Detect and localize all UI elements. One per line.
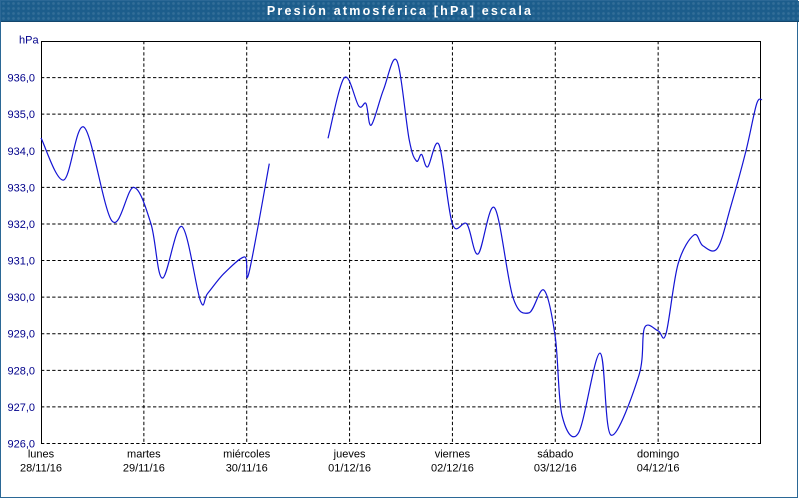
svg-text:930,0: 930,0 bbox=[7, 292, 35, 304]
svg-text:02/12/16: 02/12/16 bbox=[431, 463, 474, 475]
svg-text:jueves: jueves bbox=[333, 449, 366, 461]
svg-text:929,0: 929,0 bbox=[7, 329, 35, 341]
svg-text:domingo: domingo bbox=[637, 449, 679, 461]
svg-text:29/11/16: 29/11/16 bbox=[123, 463, 165, 475]
svg-text:03/12/16: 03/12/16 bbox=[534, 463, 577, 475]
svg-text:934,0: 934,0 bbox=[7, 146, 35, 158]
svg-text:hPa: hPa bbox=[19, 35, 39, 47]
svg-text:928,0: 928,0 bbox=[7, 365, 35, 377]
svg-text:935,0: 935,0 bbox=[7, 109, 35, 121]
svg-text:lunes: lunes bbox=[28, 449, 55, 461]
svg-text:04/12/16: 04/12/16 bbox=[637, 463, 680, 475]
svg-text:01/12/16: 01/12/16 bbox=[328, 463, 371, 475]
svg-text:viernes: viernes bbox=[435, 449, 471, 461]
svg-text:936,0: 936,0 bbox=[7, 73, 35, 85]
svg-text:martes: martes bbox=[127, 449, 161, 461]
svg-text:927,0: 927,0 bbox=[7, 402, 35, 414]
svg-text:sábado: sábado bbox=[537, 449, 573, 461]
svg-text:30/11/16: 30/11/16 bbox=[226, 463, 268, 475]
svg-text:miércoles: miércoles bbox=[223, 449, 271, 461]
svg-text:932,0: 932,0 bbox=[7, 219, 35, 231]
svg-text:933,0: 933,0 bbox=[7, 182, 35, 194]
svg-text:931,0: 931,0 bbox=[7, 256, 35, 268]
svg-text:28/11/16: 28/11/16 bbox=[20, 463, 62, 475]
